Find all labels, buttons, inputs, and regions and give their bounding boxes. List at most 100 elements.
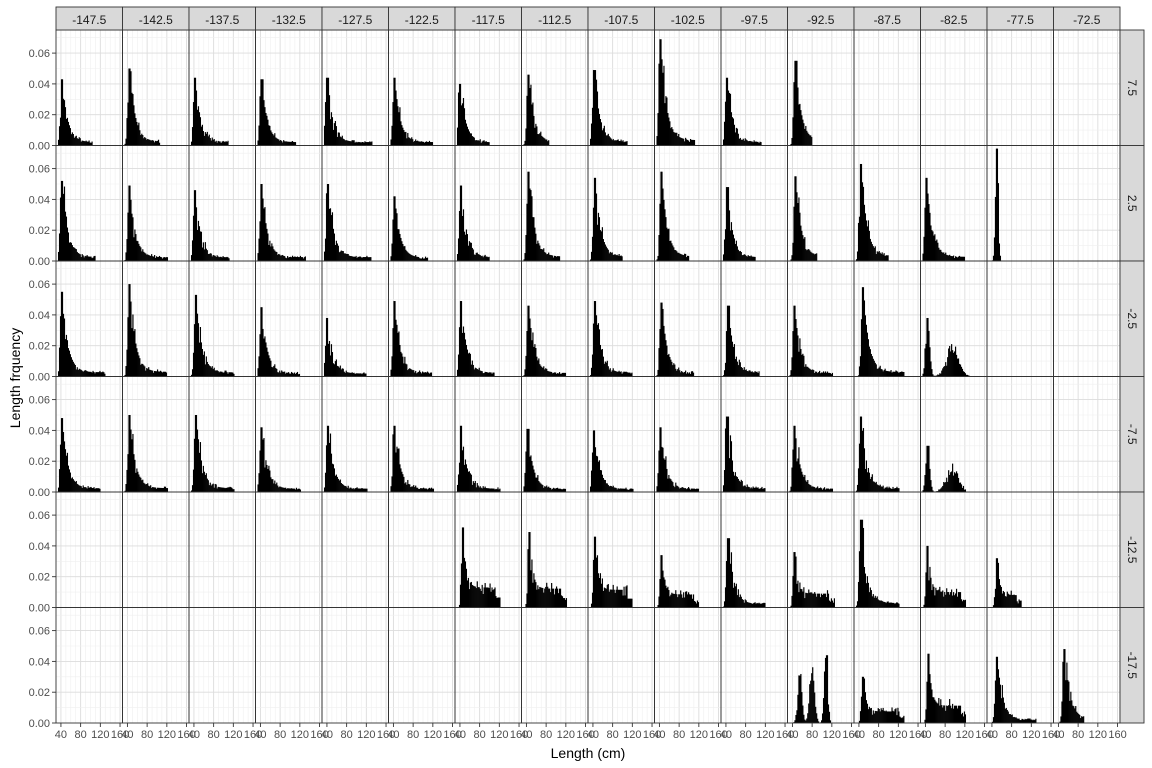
histogram-bar <box>133 105 135 146</box>
histogram-bar <box>796 583 798 608</box>
histogram-bar <box>406 484 408 492</box>
histogram-bar <box>688 594 691 608</box>
histogram-bar <box>293 256 296 261</box>
histogram-bar <box>295 372 298 377</box>
histogram-bar <box>697 488 700 492</box>
histogram-bar <box>1016 601 1018 608</box>
histogram-bar <box>202 242 204 261</box>
histogram-bar <box>590 470 593 492</box>
histogram-bar <box>960 599 963 608</box>
histogram-bar <box>213 487 215 492</box>
histogram-bar <box>794 425 796 492</box>
histogram-bar <box>271 132 273 146</box>
histogram-bar <box>600 231 602 261</box>
histogram-bar <box>291 255 294 261</box>
histogram-bar <box>683 487 685 492</box>
histogram-bar <box>747 371 749 377</box>
histogram-bar <box>344 140 346 146</box>
histogram-bar <box>284 371 286 377</box>
histogram-bar <box>943 596 945 608</box>
histogram-bar <box>272 134 274 146</box>
histogram-bar <box>82 255 84 261</box>
histogram-bar <box>612 584 614 608</box>
histogram-bar <box>203 351 205 377</box>
histogram-bar <box>193 77 196 146</box>
histogram-bar <box>678 487 680 492</box>
histogram-bar <box>218 372 220 377</box>
histogram-bar <box>258 238 260 261</box>
histogram-bar <box>279 486 281 492</box>
histogram-bar <box>551 582 553 608</box>
histogram-bar <box>673 132 675 146</box>
histogram-bar <box>409 368 411 377</box>
histogram-bar <box>541 135 543 146</box>
histogram-bar <box>609 485 611 492</box>
histogram-bar <box>761 603 763 608</box>
histogram-bar <box>325 193 328 261</box>
histogram-bar <box>148 139 150 146</box>
histogram-bar <box>946 254 948 261</box>
histogram-bar <box>406 138 408 146</box>
histogram-bar <box>668 117 670 146</box>
histogram-bar <box>203 249 205 261</box>
histogram-bar <box>756 602 758 608</box>
histogram-bar <box>670 359 672 377</box>
histogram-bar <box>363 257 365 261</box>
histogram-bar <box>855 605 858 608</box>
histogram-bar <box>547 586 549 608</box>
histogram-bar <box>348 140 350 146</box>
histogram-bar <box>818 372 820 377</box>
panel-background <box>56 492 123 608</box>
histogram-bar <box>859 519 862 608</box>
histogram-bar <box>222 140 224 146</box>
histogram-bar <box>549 371 551 377</box>
histogram-bar <box>358 488 360 492</box>
histogram-bar <box>882 485 884 492</box>
histogram-bar <box>331 117 334 146</box>
histogram-bar <box>624 141 626 146</box>
histogram-bar <box>284 487 286 492</box>
histogram-bar <box>477 587 479 608</box>
histogram-bar <box>685 370 687 377</box>
histogram-bar <box>724 229 727 261</box>
histogram <box>390 77 434 146</box>
histogram-bar <box>943 481 945 492</box>
histogram-bar <box>559 588 562 608</box>
histogram-bar <box>606 248 608 261</box>
histogram-bar <box>217 486 219 492</box>
histogram-bar <box>693 488 696 492</box>
histogram-bar <box>936 590 938 608</box>
histogram-bar <box>259 221 261 261</box>
histogram-bar <box>1004 596 1006 608</box>
histogram-bar <box>871 474 873 492</box>
histogram-bar <box>399 344 401 377</box>
histogram-bar <box>925 463 927 492</box>
histogram-bar <box>745 600 747 608</box>
histogram-bar <box>966 374 968 377</box>
histogram-bar <box>804 128 806 146</box>
histogram-bar <box>328 95 331 146</box>
histogram-bar <box>397 332 399 377</box>
histogram-bar <box>934 234 936 261</box>
histogram-bar <box>949 345 951 377</box>
histogram-bar <box>877 368 879 377</box>
histogram-bar <box>749 140 751 146</box>
histogram-bar <box>393 301 395 377</box>
histogram-bar <box>875 597 877 608</box>
histogram-bar <box>325 77 328 146</box>
histogram-bar <box>161 487 164 492</box>
histogram-bar <box>666 468 668 492</box>
histogram-bar <box>600 583 602 608</box>
histogram-bar <box>690 488 693 492</box>
histogram-bar <box>458 210 461 261</box>
histogram-bar <box>422 258 425 261</box>
histogram-bar <box>87 371 89 377</box>
histogram-bar <box>891 488 893 492</box>
histogram-bar <box>799 464 801 492</box>
histogram-bar <box>225 370 227 377</box>
histogram-bar <box>285 373 287 377</box>
histogram-bar <box>602 477 604 492</box>
histogram-bar <box>593 70 596 146</box>
histogram-bar <box>421 488 424 492</box>
histogram-bar <box>137 471 139 492</box>
